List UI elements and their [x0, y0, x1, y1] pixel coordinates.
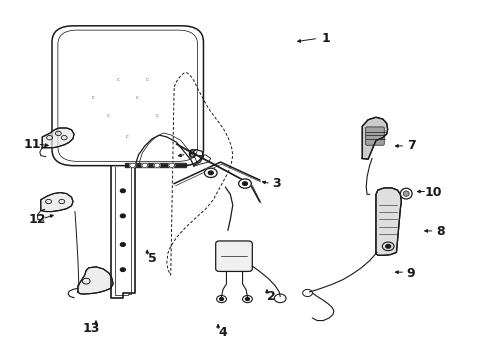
- Circle shape: [121, 268, 125, 271]
- Circle shape: [121, 243, 125, 246]
- Circle shape: [245, 298, 249, 301]
- Text: c: c: [92, 95, 95, 100]
- Text: 6: 6: [187, 148, 196, 161]
- Circle shape: [386, 244, 391, 248]
- Circle shape: [204, 168, 217, 177]
- Text: c: c: [155, 113, 159, 118]
- Circle shape: [142, 163, 148, 167]
- Circle shape: [243, 182, 247, 185]
- Polygon shape: [376, 188, 401, 255]
- Polygon shape: [362, 117, 388, 159]
- Circle shape: [169, 163, 174, 167]
- Ellipse shape: [403, 191, 409, 196]
- Circle shape: [130, 163, 136, 167]
- Circle shape: [121, 189, 125, 193]
- Text: c: c: [146, 77, 149, 82]
- Circle shape: [154, 163, 160, 167]
- Ellipse shape: [400, 188, 412, 199]
- Circle shape: [220, 298, 223, 301]
- Text: c: c: [117, 77, 120, 82]
- Text: 10: 10: [424, 186, 442, 199]
- Text: c: c: [107, 113, 110, 118]
- Polygon shape: [125, 163, 186, 167]
- Text: 4: 4: [219, 326, 227, 339]
- Text: c: c: [136, 95, 139, 100]
- Text: 11: 11: [24, 138, 41, 150]
- FancyBboxPatch shape: [366, 127, 384, 145]
- Text: 8: 8: [436, 225, 445, 238]
- Circle shape: [208, 171, 213, 175]
- FancyBboxPatch shape: [216, 241, 252, 271]
- Text: 13: 13: [82, 322, 100, 335]
- Text: 3: 3: [272, 177, 281, 190]
- Text: 9: 9: [407, 267, 416, 280]
- Circle shape: [121, 214, 125, 218]
- Text: 2: 2: [268, 290, 276, 303]
- Polygon shape: [41, 193, 73, 212]
- Text: 5: 5: [148, 252, 156, 265]
- Polygon shape: [42, 128, 74, 148]
- Polygon shape: [78, 267, 113, 294]
- Text: 1: 1: [321, 32, 330, 45]
- Text: 7: 7: [407, 139, 416, 152]
- Text: 12: 12: [28, 213, 46, 226]
- Circle shape: [239, 179, 251, 188]
- Text: c: c: [126, 135, 129, 139]
